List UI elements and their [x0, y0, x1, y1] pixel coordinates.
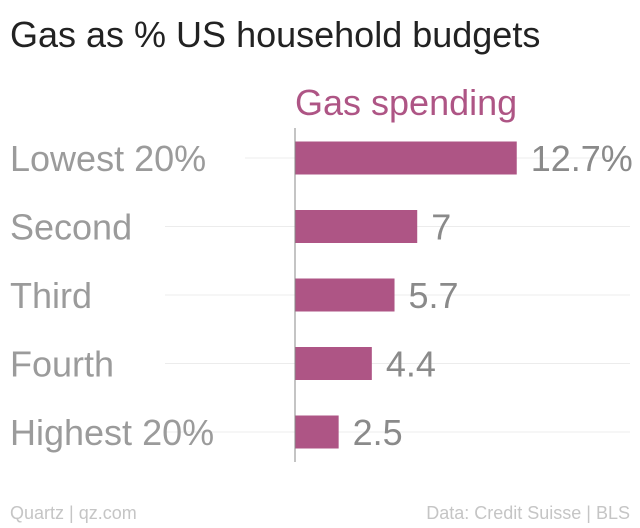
bar [295, 210, 418, 243]
value-label: 2.5 [353, 412, 403, 453]
value-label: 12.7% [531, 138, 633, 179]
labels: Lowest 20% 12.7% Second 7 Third 5.7 Fourth 4.4 H… [10, 138, 633, 453]
value-label: 7 [431, 207, 451, 248]
footer-data-credit: Data: Credit Suisse | BLS [426, 503, 630, 523]
category-label: Third [10, 275, 92, 316]
bar [295, 347, 372, 380]
value-label: 4.4 [386, 344, 436, 385]
footer-source-quartz: Quartz | qz.com [10, 503, 137, 523]
bar [295, 415, 339, 449]
gridlines [165, 157, 630, 433]
category-label: Highest 20% [10, 412, 214, 453]
bars [295, 141, 517, 449]
chart-title: Gas as % US household budgets [10, 14, 541, 55]
category-label: Fourth [10, 344, 114, 385]
series-label: Gas spending [295, 82, 517, 123]
category-label: Lowest 20% [10, 138, 206, 179]
bar [295, 141, 517, 175]
category-label: Second [10, 207, 132, 248]
value-label: 5.7 [409, 275, 459, 316]
bar [295, 278, 395, 312]
